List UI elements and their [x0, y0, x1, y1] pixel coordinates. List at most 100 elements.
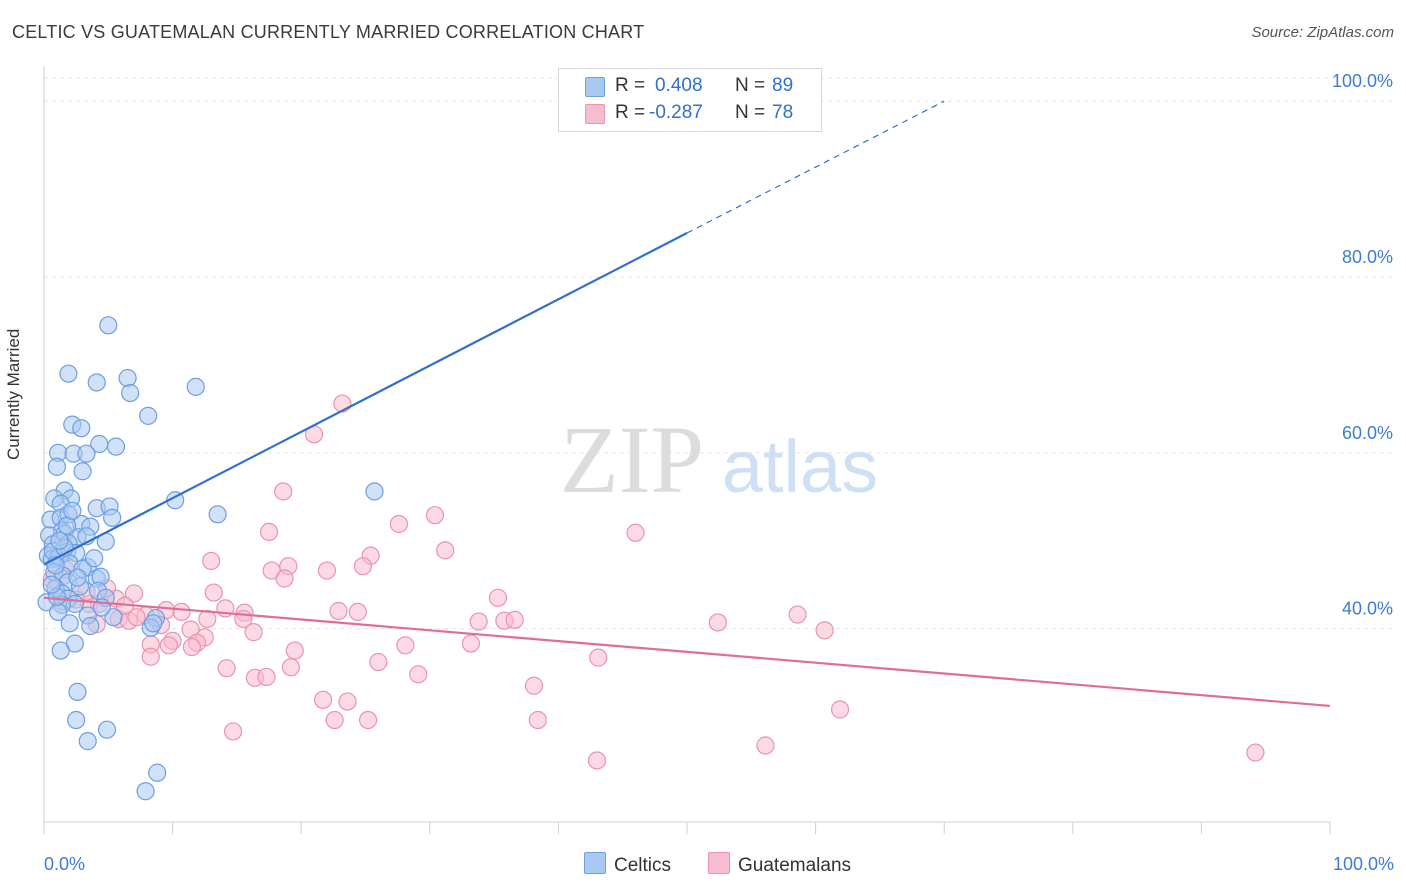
celtic-point — [68, 568, 87, 587]
celtic-points — [37, 316, 384, 801]
guatemalan-point — [257, 667, 276, 687]
celtic-point — [139, 406, 158, 425]
celtic-n-value: 89 — [772, 75, 794, 96]
bottom-legend-celtic: Celtics — [584, 852, 671, 877]
y-tick-label-100: 100.0% — [1332, 71, 1393, 91]
guatemalan-n-label: N = — [735, 102, 766, 123]
guatemalan-point — [524, 676, 544, 695]
guatemalan-point — [198, 609, 217, 629]
celtic-point — [51, 641, 70, 660]
guatemalan-point — [626, 523, 645, 542]
guatemalan-point — [329, 601, 348, 621]
guatemalan-n-value: 78 — [772, 102, 794, 123]
guatemalan-point — [369, 652, 388, 672]
celtic-point — [59, 364, 78, 383]
guatemalan-point — [275, 569, 294, 588]
guatemalan-point — [756, 736, 775, 755]
celtic-n-label: N = — [735, 75, 766, 96]
guatemalan-point — [409, 665, 428, 684]
bottom-celtic-label: Celtics — [614, 855, 672, 876]
celtic-point — [85, 549, 104, 568]
guatemalan-point — [528, 710, 547, 730]
guatemalan-point — [172, 602, 191, 622]
y-tick-label-40: 40.0% — [1342, 599, 1393, 619]
celtic-point — [73, 462, 92, 481]
guatemalan-point — [223, 722, 243, 741]
y-axis-label: Currently Married — [4, 328, 23, 460]
trend-lines — [43, 100, 1331, 708]
celtic-point — [136, 782, 155, 801]
celtic-point — [103, 508, 122, 527]
celtic-point — [104, 608, 123, 627]
celtic-point — [78, 732, 97, 751]
guatemalan-point — [244, 623, 263, 642]
guatemalan-point — [274, 482, 293, 501]
x-tick-label-0: 0.0% — [44, 854, 85, 874]
watermark-atlas: atlas — [722, 425, 878, 508]
source-label: Source: ZipAtlas.com — [1251, 24, 1394, 41]
guatemalan-point — [788, 605, 807, 624]
celtic-point — [68, 682, 87, 701]
tick-labels: 40.0% 60.0% 80.0% 100.0% 0.0% 100.0% — [44, 71, 1394, 874]
bottom-guatemalan-label: Guatemalans — [738, 855, 852, 876]
celtic-point — [106, 437, 126, 456]
celtic-point — [67, 710, 86, 730]
celtic-point — [118, 368, 137, 388]
axes — [43, 66, 1331, 834]
correlation-legend: R = 0.408 N = 89 R = -0.287 N = 78 — [558, 68, 822, 132]
celtic-point — [63, 501, 82, 520]
guatemalan-point — [141, 647, 160, 666]
celtic-point — [77, 444, 96, 463]
chart-title: CELTIC VS GUATEMALAN CURRENTLY MARRIED C… — [12, 22, 645, 42]
guatemalan-point — [127, 608, 146, 627]
celtic-point — [121, 383, 140, 403]
guatemalan-point — [217, 659, 236, 678]
celtic-trend-line — [43, 232, 688, 566]
celtic-point — [60, 614, 79, 633]
celtic-point — [365, 482, 384, 501]
celtic-point — [72, 419, 91, 438]
celtic-r-value: 0.408 — [655, 75, 703, 96]
guatemalan-point — [325, 710, 344, 730]
celtic-swatch — [585, 77, 605, 97]
grid-lines — [44, 77, 1394, 630]
guatemalan-point — [159, 636, 178, 655]
celtic-point — [42, 575, 61, 594]
guatemalan-point — [259, 522, 279, 542]
celtic-point — [81, 616, 100, 636]
bottom-celtic-swatch — [584, 852, 606, 874]
guatemalan-point — [204, 583, 223, 602]
watermark-zip: ZIP — [560, 406, 704, 513]
guatemalan-point — [313, 690, 333, 709]
guatemalan-trend-line — [43, 596, 1331, 708]
guatemalan-point — [182, 637, 201, 657]
guatemalan-point — [353, 557, 373, 576]
guatemalan-point — [124, 584, 144, 603]
celtic-point — [87, 373, 106, 392]
guatemalan-point — [317, 561, 337, 580]
guatemalan-point — [469, 612, 488, 631]
celtic-r-label: R = — [615, 75, 646, 96]
guatemalan-point — [488, 588, 508, 607]
guatemalan-point — [589, 648, 608, 667]
celtic-point — [50, 531, 69, 550]
bottom-legend-guatemalan: Guatemalans — [708, 852, 851, 877]
guatemalan-point — [461, 634, 481, 653]
guatemalan-point — [348, 602, 367, 622]
celtic-point — [99, 316, 118, 335]
guatemalan-point — [338, 692, 357, 711]
guatemalan-point — [830, 700, 850, 719]
guatemalan-swatch — [585, 104, 605, 124]
guatemalan-point — [505, 610, 524, 629]
guatemalan-point — [587, 751, 607, 770]
celtic-point — [148, 763, 167, 782]
celtic-point — [97, 720, 117, 739]
guatemalan-point — [281, 658, 301, 677]
guatemalan-point — [425, 506, 445, 525]
celtic-point — [144, 614, 163, 633]
guatemalan-point — [708, 613, 727, 632]
guatemalan-point — [202, 551, 221, 571]
x-tick-label-100: 100.0% — [1333, 854, 1394, 874]
guatemalan-r-label: R = — [615, 102, 646, 123]
